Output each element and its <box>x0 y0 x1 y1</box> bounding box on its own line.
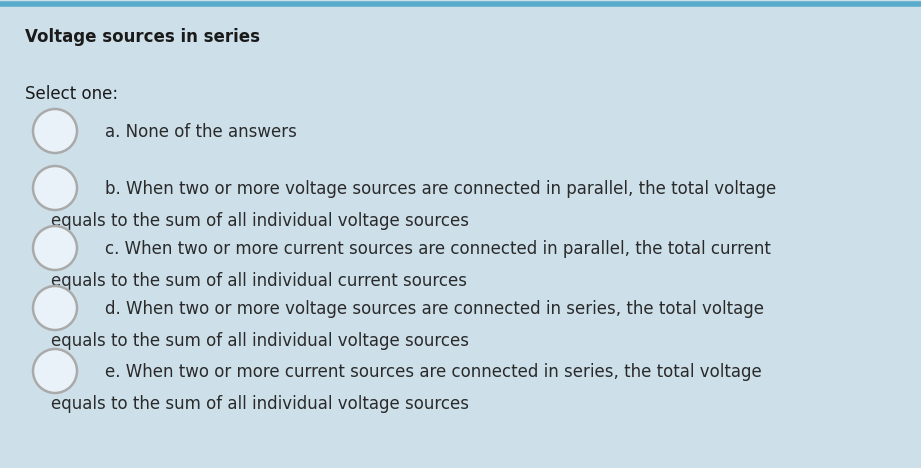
Text: equals to the sum of all individual voltage sources: equals to the sum of all individual volt… <box>30 395 469 413</box>
Ellipse shape <box>33 226 77 270</box>
Text: d. When two or more voltage sources are connected in series, the total voltage: d. When two or more voltage sources are … <box>105 300 764 318</box>
Text: e. When two or more current sources are connected in series, the total voltage: e. When two or more current sources are … <box>105 363 762 381</box>
Text: Voltage sources in series: Voltage sources in series <box>25 28 260 46</box>
Text: equals to the sum of all individual voltage sources: equals to the sum of all individual volt… <box>30 212 469 230</box>
Text: equals to the sum of all individual current sources: equals to the sum of all individual curr… <box>30 272 467 290</box>
Text: Select one:: Select one: <box>25 85 118 103</box>
Ellipse shape <box>33 286 77 330</box>
Text: equals to the sum of all individual voltage sources: equals to the sum of all individual volt… <box>30 332 469 350</box>
Ellipse shape <box>33 109 77 153</box>
Ellipse shape <box>33 166 77 210</box>
Text: a. None of the answers: a. None of the answers <box>105 123 297 141</box>
Text: c. When two or more current sources are connected in parallel, the total current: c. When two or more current sources are … <box>105 240 771 258</box>
Text: b. When two or more voltage sources are connected in parallel, the total voltage: b. When two or more voltage sources are … <box>105 180 776 198</box>
Ellipse shape <box>33 349 77 393</box>
